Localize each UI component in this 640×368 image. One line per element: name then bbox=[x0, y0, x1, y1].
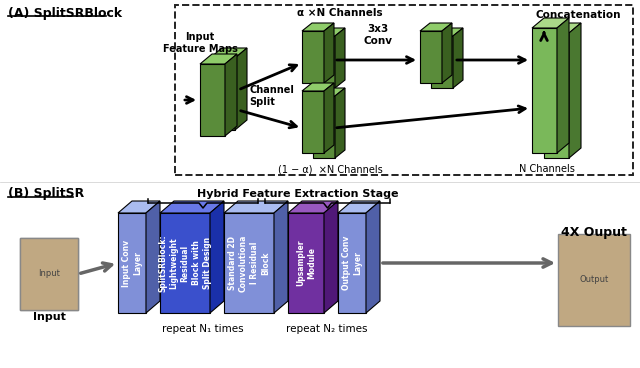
Polygon shape bbox=[431, 28, 463, 36]
Polygon shape bbox=[118, 213, 146, 313]
Text: Input Conv
Layer: Input Conv Layer bbox=[122, 240, 142, 287]
Polygon shape bbox=[302, 83, 334, 91]
Polygon shape bbox=[200, 54, 237, 64]
Polygon shape bbox=[313, 36, 335, 88]
Polygon shape bbox=[532, 18, 569, 28]
Polygon shape bbox=[335, 88, 345, 158]
Polygon shape bbox=[324, 23, 334, 83]
Text: Output Conv
Layer: Output Conv Layer bbox=[342, 236, 362, 290]
Polygon shape bbox=[324, 83, 334, 153]
Polygon shape bbox=[313, 96, 335, 158]
Text: Upsampler
Module: Upsampler Module bbox=[296, 240, 316, 286]
Polygon shape bbox=[210, 201, 224, 313]
Text: Standard 2D
Convolutiona
l Residual
Block: Standard 2D Convolutiona l Residual Bloc… bbox=[228, 234, 270, 292]
Polygon shape bbox=[442, 23, 452, 83]
Polygon shape bbox=[225, 54, 237, 136]
Text: (1 − α)  ×N Channels: (1 − α) ×N Channels bbox=[278, 164, 382, 174]
Text: Concatenation: Concatenation bbox=[535, 10, 621, 20]
Polygon shape bbox=[288, 201, 338, 213]
Text: Input
Feature Maps: Input Feature Maps bbox=[163, 32, 237, 54]
Polygon shape bbox=[302, 23, 334, 31]
Polygon shape bbox=[210, 48, 247, 58]
Polygon shape bbox=[324, 201, 338, 313]
Polygon shape bbox=[302, 91, 324, 153]
Polygon shape bbox=[235, 48, 247, 130]
Text: Input: Input bbox=[38, 269, 60, 277]
Polygon shape bbox=[366, 201, 380, 313]
Polygon shape bbox=[544, 33, 569, 158]
Polygon shape bbox=[200, 64, 225, 136]
Text: Output: Output bbox=[579, 276, 609, 284]
Bar bbox=[20, 238, 78, 310]
Bar bbox=[175, 5, 633, 175]
Polygon shape bbox=[146, 201, 160, 313]
Text: 3x3
Conv: 3x3 Conv bbox=[364, 24, 392, 46]
Text: Input: Input bbox=[33, 312, 65, 322]
Polygon shape bbox=[302, 31, 324, 83]
Polygon shape bbox=[335, 28, 345, 88]
Polygon shape bbox=[338, 213, 366, 313]
Polygon shape bbox=[210, 58, 235, 130]
Text: SplitSRBlock:
Lightweight
Residual
Block with
Split Design: SplitSRBlock: Lightweight Residual Block… bbox=[158, 234, 212, 292]
Polygon shape bbox=[532, 28, 557, 153]
Polygon shape bbox=[313, 88, 345, 96]
Polygon shape bbox=[288, 213, 324, 313]
Polygon shape bbox=[160, 213, 210, 313]
Polygon shape bbox=[453, 28, 463, 88]
Bar bbox=[558, 234, 630, 326]
Polygon shape bbox=[224, 213, 274, 313]
Text: repeat N₁ times: repeat N₁ times bbox=[162, 324, 244, 334]
Text: repeat N₂ times: repeat N₂ times bbox=[286, 324, 368, 334]
Text: Hybrid Feature Extraction Stage: Hybrid Feature Extraction Stage bbox=[197, 189, 399, 199]
Polygon shape bbox=[557, 18, 569, 153]
Polygon shape bbox=[420, 31, 442, 83]
Bar bbox=[20, 238, 78, 310]
Text: (B) SplitSR: (B) SplitSR bbox=[8, 187, 84, 200]
Polygon shape bbox=[544, 23, 581, 33]
Text: Channel
Split: Channel Split bbox=[249, 85, 294, 107]
Polygon shape bbox=[338, 201, 380, 213]
Polygon shape bbox=[569, 23, 581, 158]
Text: 4X Ouput: 4X Ouput bbox=[561, 226, 627, 239]
Polygon shape bbox=[118, 201, 160, 213]
Polygon shape bbox=[431, 36, 453, 88]
Polygon shape bbox=[274, 201, 288, 313]
Polygon shape bbox=[160, 201, 224, 213]
Text: (A) SplitSRBlock: (A) SplitSRBlock bbox=[8, 7, 122, 20]
Polygon shape bbox=[313, 28, 345, 36]
Polygon shape bbox=[224, 201, 288, 213]
Text: N Channels: N Channels bbox=[519, 164, 575, 174]
Polygon shape bbox=[420, 23, 452, 31]
Text: α ×N Channels: α ×N Channels bbox=[297, 8, 383, 18]
